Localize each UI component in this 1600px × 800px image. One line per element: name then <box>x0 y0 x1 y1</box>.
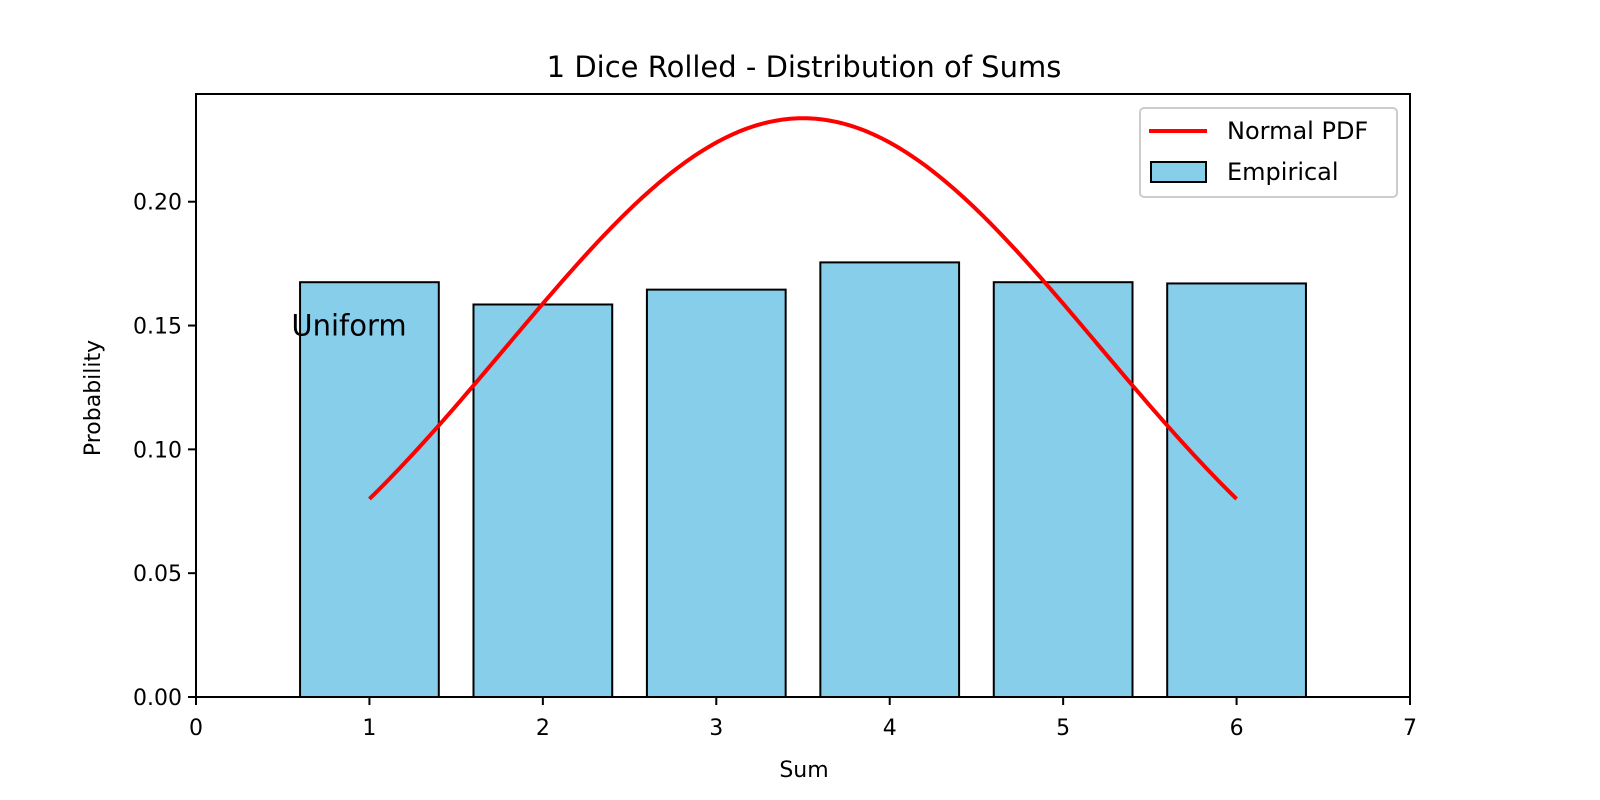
plot-area: Uniform 0 1 2 3 4 5 6 7 0.00 0.05 0.10 0.15 0.20 <box>133 93 1417 741</box>
axes-frame <box>195 93 1411 698</box>
y-tick-label-4: 0.20 <box>133 191 182 216</box>
y-tick-label-1: 0.05 <box>133 562 182 587</box>
x-tick-label-3: 3 <box>709 716 723 741</box>
x-tick-label-2: 2 <box>536 716 550 741</box>
y-axis-title: Probability <box>81 340 106 456</box>
x-tick-label-7: 7 <box>1403 716 1417 741</box>
y-tick-label-2: 0.10 <box>133 438 182 463</box>
x-tick-label-6: 6 <box>1230 716 1244 741</box>
bar-6 <box>1166 282 1307 698</box>
x-tick-label-1: 1 <box>362 716 376 741</box>
bar-5 <box>992 281 1134 698</box>
x-tick-label-5: 5 <box>1056 716 1070 741</box>
bar-3 <box>645 288 787 698</box>
y-tick-label-0: 0.00 <box>133 686 182 711</box>
x-tick-label-0: 0 <box>189 716 203 741</box>
normal-pdf-line <box>368 116 1238 501</box>
legend-bar-swatch <box>1150 161 1207 183</box>
legend-label-normal-pdf: Normal PDF <box>1227 117 1368 145</box>
bar-1 <box>299 281 440 698</box>
y-tick-label-3: 0.15 <box>133 315 182 340</box>
bar-4 <box>819 261 961 698</box>
annotation-0: Uniform <box>291 309 406 343</box>
x-axis-title: Sum <box>779 758 828 783</box>
legend-label-empirical: Empirical <box>1227 158 1339 186</box>
x-tick-label-4: 4 <box>883 716 897 741</box>
legend: Normal PDF Empirical <box>1139 107 1398 198</box>
chart-title: 1 Dice Rolled - Distribution of Sums <box>547 50 1062 84</box>
